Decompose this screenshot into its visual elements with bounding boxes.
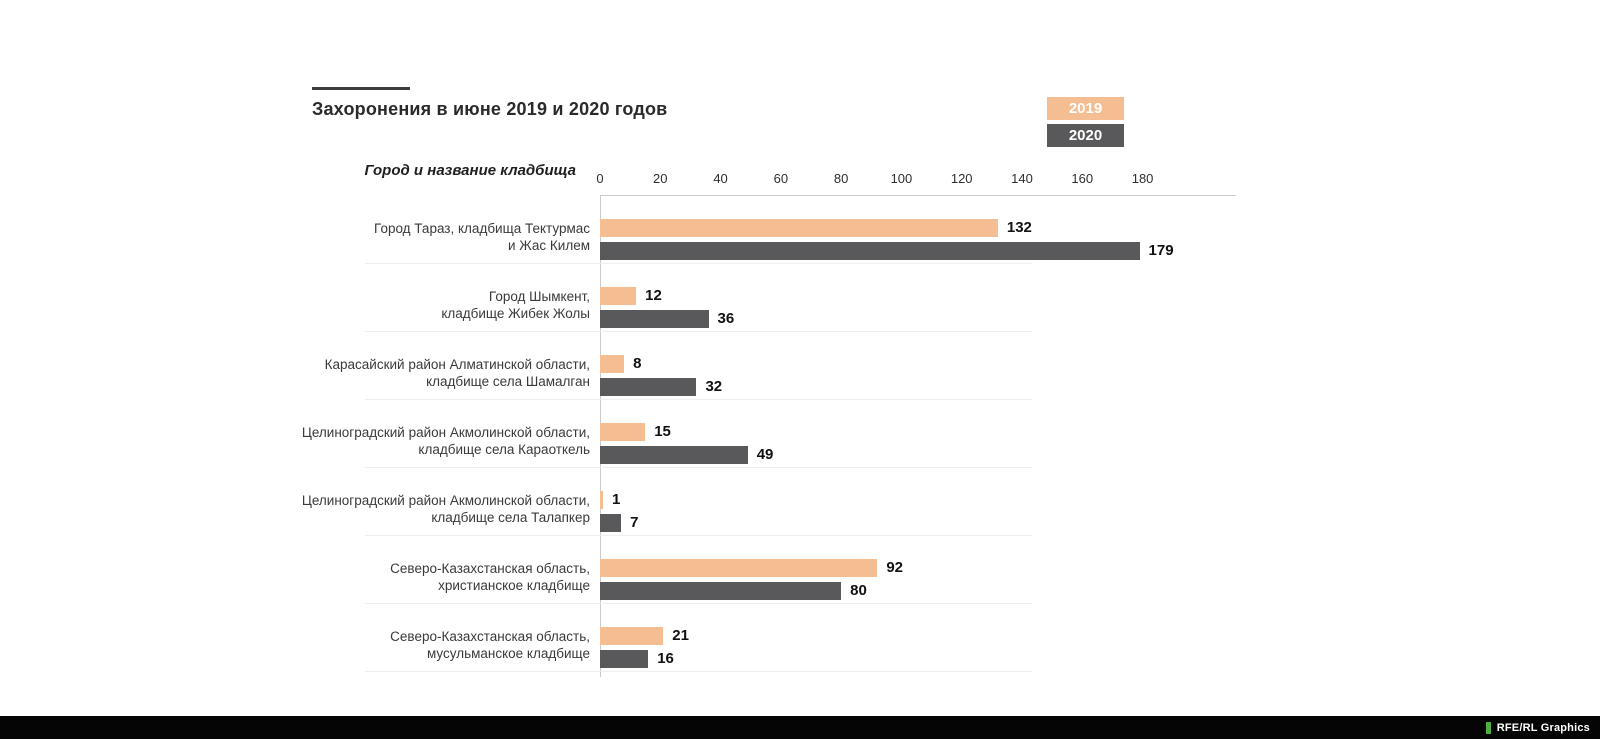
- bar-2019: [600, 627, 664, 645]
- legend-item-2020: 2020: [1047, 124, 1124, 147]
- footer-bar: RFE/RL Graphics: [0, 716, 1600, 739]
- x-tick-label: 20: [653, 171, 668, 186]
- category-label: Целиноградский район Акмолинской области…: [240, 424, 590, 458]
- category-label-line-2: кладбище села Караоткель: [418, 442, 590, 457]
- value-label-2020: 36: [717, 310, 735, 327]
- category-label-line-2: христианское кладбище: [438, 578, 590, 593]
- bar-2019: [600, 423, 646, 441]
- gridline: [365, 467, 1032, 468]
- bar-2020: [600, 582, 842, 600]
- chart-row: Карасайский район Алматинской области, кл…: [0, 332, 1600, 400]
- category-label: Северо-Казахстанская область, христианско…: [240, 560, 590, 594]
- chart-row: Город Тараз, кладбища Тектурмас и Жас Кил…: [0, 196, 1600, 264]
- credit-text: RFE/RL Graphics: [1496, 721, 1590, 734]
- bar-2019: [600, 287, 637, 305]
- value-label-2020: 32: [705, 378, 723, 395]
- chart-row: Город Шымкент, кладбище Жибек Жолы 12 36: [0, 264, 1600, 332]
- category-label-line-1: Целиноградский район Акмолинской области…: [301, 493, 590, 508]
- category-label-line-2: кладбище села Шамалган: [426, 374, 590, 389]
- bar-2020: [600, 650, 649, 668]
- y-axis-title: Город и название кладбища: [364, 162, 576, 179]
- bar-2019: [600, 355, 625, 373]
- value-label-2020: 179: [1148, 242, 1174, 259]
- value-label-2019: 8: [633, 355, 642, 372]
- x-tick-label: 100: [890, 171, 913, 186]
- category-label: Северо-Казахстанская область, мусульманск…: [240, 628, 590, 662]
- gridline: [365, 671, 1032, 672]
- category-label-line-1: Карасайский район Алматинской области,: [324, 357, 590, 372]
- bar-2019: [600, 219, 998, 237]
- bar-2020: [600, 310, 709, 328]
- gridline: [365, 535, 1032, 536]
- title-rule: [312, 87, 410, 90]
- x-tick-label: 80: [833, 171, 849, 186]
- x-tick-label: 40: [713, 171, 728, 186]
- bar-2019: [600, 491, 603, 509]
- category-label-line-2: мусульманское кладбище: [426, 646, 590, 661]
- category-label-line-2: кладбище села Талапкер: [431, 510, 590, 525]
- chart-row: Северо-Казахстанская область, христианско…: [0, 536, 1600, 604]
- value-label-2020: 16: [657, 650, 674, 667]
- value-label-2019: 1: [612, 491, 621, 508]
- bar-2020: [600, 446, 748, 464]
- legend-item-2019: 2019: [1047, 97, 1124, 120]
- category-label: Город Тараз, кладбища Тектурмас и Жас Кил…: [240, 220, 590, 254]
- value-label-2020: 7: [630, 514, 639, 531]
- category-label: Карасайский район Алматинской области, кл…: [240, 356, 590, 390]
- chart-title: Захоронения в июне 2019 и 2020 годов: [312, 99, 668, 119]
- value-label-2019: 15: [654, 423, 671, 440]
- gridline: [365, 399, 1032, 400]
- value-label-2019: 132: [1006, 219, 1032, 236]
- category-label-line-1: Целиноградский район Акмолинской области…: [301, 425, 590, 440]
- chart-row: Целиноградский район Акмолинской области…: [0, 400, 1600, 468]
- x-tick-label: 60: [773, 171, 789, 186]
- x-tick-label: 0: [596, 171, 604, 186]
- bar-2020: [600, 242, 1140, 260]
- category-label-line-1: Город Шымкент,: [488, 289, 590, 304]
- bar-2020: [600, 378, 697, 396]
- category-label: Целиноградский район Акмолинской области…: [240, 492, 590, 526]
- category-label: Город Шымкент, кладбище Жибек Жолы: [240, 288, 590, 322]
- x-tick-label: 120: [950, 171, 973, 186]
- gridline: [365, 263, 1032, 264]
- x-tick-label: 180: [1131, 171, 1154, 186]
- gridline: [365, 331, 1032, 332]
- value-label-2019: 21: [672, 627, 689, 644]
- x-tick-label: 140: [1011, 171, 1033, 186]
- category-label-line-1: Северо-Казахстанская область,: [390, 629, 590, 644]
- value-label-2020: 80: [850, 582, 867, 599]
- x-axis-line: [600, 195, 1236, 196]
- value-label-2020: 49: [756, 446, 774, 463]
- bar-2019: [600, 559, 878, 577]
- category-label-line-1: Северо-Казахстанская область,: [390, 561, 590, 576]
- chart-plot-area: Город Тараз, кладбища Тектурмас и Жас Кил…: [0, 196, 1600, 676]
- credit-accent-mark: [1485, 721, 1491, 734]
- bar-2020: [600, 514, 622, 532]
- category-label-line-1: Город Тараз, кладбища Тектурмас: [374, 221, 590, 236]
- category-label-line-2: кладбище Жибек Жолы: [441, 306, 590, 321]
- chart-row: Целиноградский район Акмолинской области…: [0, 468, 1600, 536]
- gridline: [365, 603, 1032, 604]
- chart-row: Северо-Казахстанская область, мусульманск…: [0, 604, 1600, 672]
- legend: 2019 2020: [1047, 97, 1124, 147]
- value-label-2019: 12: [645, 287, 662, 304]
- x-axis: 0 20 40 60 80 100 120 140 160 180: [596, 171, 1250, 187]
- x-tick-label: 160: [1071, 171, 1094, 186]
- category-label-line-2: и Жас Килем: [508, 238, 590, 253]
- value-label-2019: 92: [886, 559, 903, 576]
